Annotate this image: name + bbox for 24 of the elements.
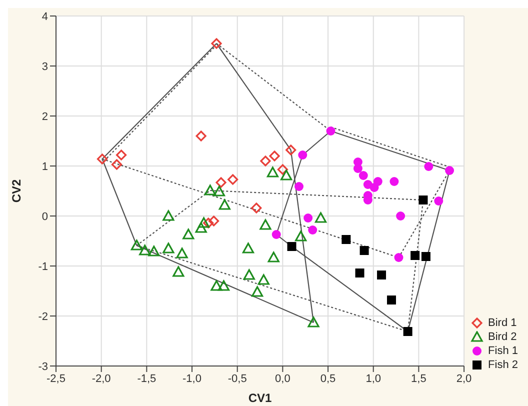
y-tick-label: 3 [42,60,48,73]
y-axis-title: CV2 [9,179,24,203]
legend-label: Bird 1 [488,317,517,329]
y-tick-label: 2 [42,110,48,123]
x-tick-label: 1,5 [411,372,426,385]
x-axis-title: CV1 [248,391,272,405]
x-tick-label: 0,0 [275,372,290,385]
x-tick-label: -1,0 [182,372,202,385]
y-tick-label: 4 [42,10,48,23]
x-tick-label: 0,5 [320,372,336,385]
x-tick-label: 1,0 [366,372,382,385]
legend-label: Bird 2 [488,331,517,343]
x-tick-label: -2,5 [46,372,66,385]
x-tick-label: 2,0 [456,372,472,385]
x-tick-label: -0,5 [228,372,247,385]
y-tick-label: 0 [42,210,48,223]
y-tick-label: -1 [38,260,48,273]
legend-label: Fish 1 [488,345,518,357]
x-tick-label: -2,0 [92,372,111,385]
y-tick-label: 1 [42,160,48,173]
x-tick-label: -1,5 [137,372,156,385]
y-tick-label: -3 [38,360,48,373]
legend-label: Fish 2 [488,359,518,371]
y-tick-label: -2 [38,310,48,323]
